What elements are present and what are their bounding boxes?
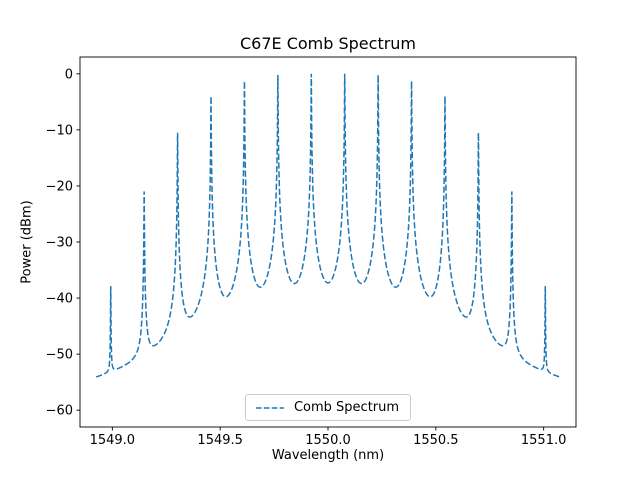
y-tick-label: −60 xyxy=(46,404,73,419)
y-axis-label: Power (dBm) xyxy=(19,200,35,284)
y-tick-label: −50 xyxy=(46,348,73,363)
x-tick-label: 1550.5 xyxy=(413,433,459,448)
legend-label: Comb Spectrum xyxy=(293,400,400,415)
y-tick-label: −10 xyxy=(46,123,73,138)
chart-title: C67E Comb Spectrum xyxy=(239,34,417,53)
x-tick-label: 1549.5 xyxy=(197,433,243,448)
x-tick-label: 1550.0 xyxy=(305,433,351,448)
y-tick-label: −30 xyxy=(46,236,73,251)
y-tick-label: −40 xyxy=(46,292,73,307)
y-tick-label: 0 xyxy=(65,67,73,82)
x-axis-label: Wavelength (nm) xyxy=(271,448,385,463)
y-tick-label: −20 xyxy=(46,179,73,194)
comb-spectrum-line xyxy=(95,73,561,378)
legend-line-sample-icon xyxy=(255,406,284,409)
axes-frame xyxy=(79,56,577,428)
x-tick-label: 1551.0 xyxy=(521,433,567,448)
legend: Comb Spectrum xyxy=(244,394,412,421)
x-tick-label: 1549.0 xyxy=(90,433,136,448)
